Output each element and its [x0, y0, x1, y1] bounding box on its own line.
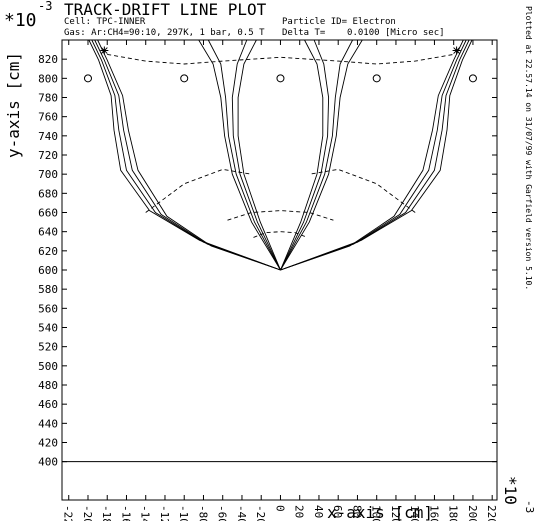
footer-note: Plotted at 22.57.14 on 31/07/99 with Gar…: [524, 6, 533, 290]
isochrone: [253, 231, 308, 238]
gas-label: Gas: Ar:CH4=90:10, 297K, 1 bar, 0.5 T: [64, 28, 265, 38]
wire-marker: [372, 74, 381, 83]
drift-line: [280, 39, 470, 271]
y-tick-label: 580: [38, 283, 58, 296]
x-tick-label: 220: [485, 505, 498, 521]
chart-title: TRACK-DRIFT LINE PLOT: [64, 0, 267, 19]
drift-line: [280, 39, 363, 271]
x-tick-label: 40: [312, 505, 325, 518]
y-tick-label: 560: [38, 302, 58, 315]
isochrone: [107, 53, 454, 65]
drift-line: [231, 39, 281, 271]
y-tick-label: 540: [38, 322, 58, 335]
x-tick-label: 140: [408, 505, 421, 521]
x-tick-label: 60: [331, 505, 344, 518]
x-tick-label: -160: [119, 505, 132, 521]
drift-line: [198, 39, 281, 271]
y-tick-label: 680: [38, 187, 58, 200]
y-multiplier-base: *10: [4, 10, 37, 31]
x-tick-label: 200: [466, 505, 479, 521]
x-tick-label: -20: [254, 505, 267, 521]
y-tick-label: 820: [38, 53, 58, 66]
x-tick-label: 100: [370, 505, 383, 521]
wire-marker: [276, 74, 285, 83]
x-tick-label: -40: [235, 505, 248, 521]
y-tick-label: 700: [38, 168, 58, 181]
drift-line: [280, 39, 324, 271]
particle-label: Particle ID= Electron: [282, 17, 396, 27]
drift-line: [280, 39, 330, 271]
x-tick-label: -200: [81, 505, 94, 521]
drift-line: [280, 39, 353, 271]
drift-line: [207, 39, 281, 271]
x-multiplier-exponent: -3: [523, 500, 535, 513]
cell-label: Cell: TPC-INNER: [64, 17, 146, 27]
x-tick-label: 0: [273, 505, 286, 512]
delta-t-label: Delta T= 0.0100 [Micro sec]: [282, 28, 445, 38]
x-tick-label: 160: [427, 505, 440, 521]
y-tick-label: 440: [38, 417, 58, 430]
x-tick-label: -60: [216, 505, 229, 521]
drift-line: [280, 39, 464, 271]
y-tick-label: 500: [38, 360, 58, 373]
y-tick-label: 800: [38, 72, 58, 85]
x-tick-label: -220: [62, 505, 75, 521]
y-tick-label: 640: [38, 226, 58, 239]
x-tick-label: -140: [139, 505, 152, 521]
y-tick-label: 480: [38, 379, 58, 392]
isochrone: [227, 210, 334, 221]
star-marker: [100, 46, 109, 55]
y-tick-label: 780: [38, 92, 58, 105]
drift-line: [280, 39, 467, 271]
isochrone: [309, 168, 416, 213]
x-tick-label: -100: [177, 505, 190, 521]
y-tick-label: 460: [38, 398, 58, 411]
x-tick-label: 180: [447, 505, 460, 521]
y-axis-label: y-axis [cm]: [4, 52, 23, 158]
drift-line: [237, 39, 281, 271]
drift-line: [88, 39, 281, 271]
y-tick-label: 520: [38, 341, 58, 354]
x-axis-label: x-axis [cm]: [327, 503, 433, 521]
y-tick-label: 760: [38, 111, 58, 124]
x-tick-label: -80: [196, 505, 209, 521]
y-tick-label: 660: [38, 207, 58, 220]
drift-line: [91, 39, 281, 271]
x-tick-label: 120: [389, 505, 402, 521]
wire-marker: [468, 74, 477, 83]
drift-line: [94, 39, 281, 271]
y-tick-label: 600: [38, 264, 58, 277]
y-tick-label: 740: [38, 130, 58, 143]
y-tick-label: 400: [38, 456, 58, 469]
y-multiplier-exponent: -3: [38, 0, 52, 13]
y-tick-label: 420: [38, 437, 58, 450]
x-tick-label: 20: [293, 505, 306, 518]
wire-marker: [83, 74, 92, 83]
drift-line: [280, 39, 473, 271]
x-tick-label: -180: [100, 505, 113, 521]
isochrone: [145, 168, 252, 213]
x-tick-label: 80: [350, 505, 363, 518]
y-tick-label: 720: [38, 149, 58, 162]
drift-line: [97, 39, 281, 271]
x-multiplier-base: *10: [501, 476, 520, 505]
y-tick-label: 620: [38, 245, 58, 258]
x-tick-label: -120: [158, 505, 171, 521]
wire-marker: [180, 74, 189, 83]
star-marker: [452, 46, 461, 55]
